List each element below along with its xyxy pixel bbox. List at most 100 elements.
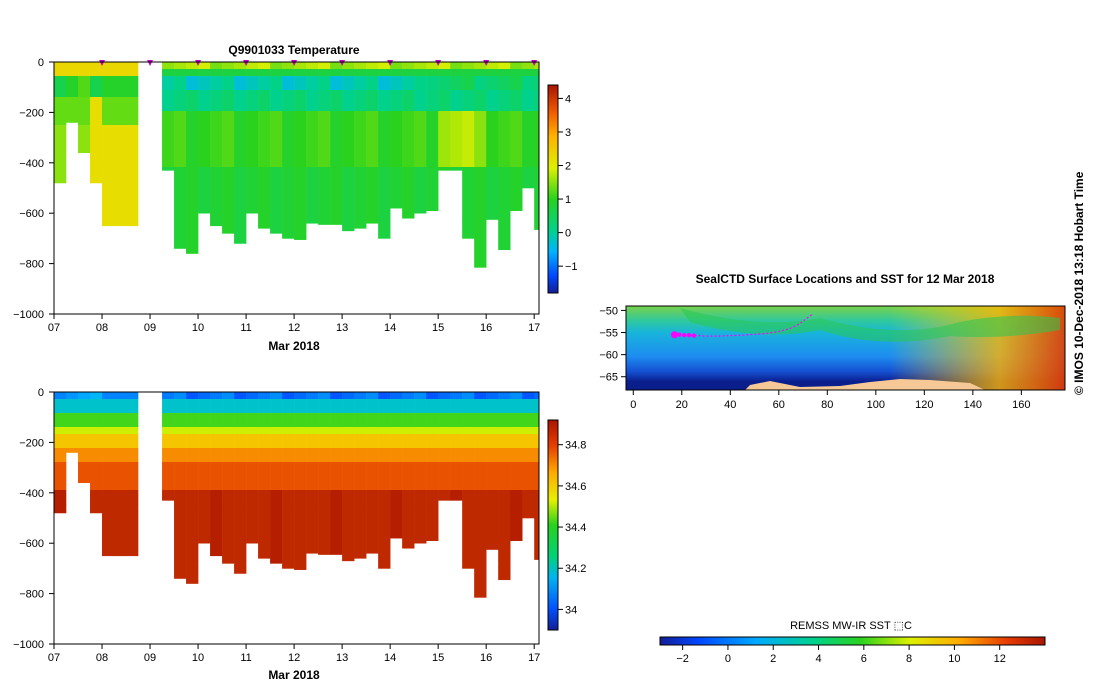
heatmap-cell [378, 546, 391, 554]
heatmap-cell [90, 104, 103, 112]
heatmap-cell [78, 434, 91, 442]
heatmap-cell [486, 490, 499, 498]
heatmap-cell [234, 139, 247, 147]
heatmap-cell [198, 406, 211, 414]
heatmap-cell [234, 434, 247, 442]
heatmap-cell [486, 167, 499, 175]
heatmap-cell [522, 139, 535, 147]
heatmap-cell [306, 532, 319, 540]
heatmap-cell [270, 174, 283, 182]
heatmap-cell [414, 188, 427, 196]
y-tick-label: −200 [19, 437, 44, 449]
x-tick-label: 16 [480, 652, 492, 664]
heatmap-cell [330, 104, 343, 112]
map-y-tick-label: −60 [599, 350, 618, 362]
heatmap-cell [414, 392, 427, 400]
heatmap-cell [78, 427, 91, 435]
heatmap-cell [234, 448, 247, 456]
heatmap-cell [510, 139, 523, 147]
heatmap-cell [318, 181, 331, 189]
heatmap-cell [474, 567, 487, 575]
heatmap-cell [390, 462, 403, 470]
heatmap-cell [222, 125, 235, 133]
x-tick-label: 14 [384, 322, 396, 334]
heatmap-cell [234, 483, 247, 491]
heatmap-cell [90, 174, 103, 182]
heatmap-cell [102, 125, 139, 133]
heatmap-cell [258, 462, 271, 470]
heatmap-cell [402, 153, 415, 161]
heatmap-cell [342, 146, 355, 154]
heatmap-cell [282, 76, 295, 84]
heatmap-cell [186, 448, 199, 456]
heatmap-cell [390, 76, 403, 84]
heatmap-cell [234, 497, 247, 505]
heatmap-cell [78, 132, 91, 140]
heatmap-cell [294, 497, 307, 505]
heatmap-cell [462, 195, 475, 203]
heatmap-cell [78, 90, 91, 98]
heatmap-cell [462, 153, 475, 161]
heatmap-cell [534, 104, 540, 112]
heatmap-cell [54, 62, 67, 70]
heatmap-cell [186, 118, 199, 126]
heatmap-cell [330, 209, 343, 217]
heatmap-cell [402, 104, 415, 112]
heatmap-cell [174, 567, 187, 575]
heatmap-cell [474, 160, 487, 168]
heatmap-cell [330, 490, 343, 498]
heatmap-cell [414, 525, 427, 533]
heatmap-cell [522, 160, 535, 168]
heatmap-cell [210, 132, 223, 140]
heatmap-cell [90, 434, 103, 442]
heatmap-cell [354, 146, 367, 154]
heatmap-cell [162, 420, 175, 428]
heatmap-cell [174, 153, 187, 161]
heatmap-cell [354, 90, 367, 98]
heatmap-cell [342, 553, 355, 561]
heatmap-cell [498, 188, 511, 196]
heatmap-cell [198, 153, 211, 161]
heatmap-cell [222, 104, 235, 112]
heatmap-cell [462, 216, 475, 224]
heatmap-cell [306, 497, 319, 505]
heatmap-cell [198, 511, 211, 519]
heatmap-cell [426, 125, 439, 133]
heatmap-cell [234, 216, 247, 224]
heatmap-cell [246, 420, 259, 428]
heatmap-cell [78, 139, 91, 147]
heatmap-cell [198, 76, 211, 84]
heatmap-cell [486, 539, 499, 547]
heatmap-cell [246, 153, 259, 161]
heatmap-cell [450, 111, 463, 119]
heatmap-cell [486, 420, 499, 428]
heatmap-cell [450, 125, 463, 133]
heatmap-cell [390, 490, 403, 498]
heatmap-cell [390, 195, 403, 203]
heatmap-cell [462, 434, 475, 442]
heatmap-cell [306, 406, 319, 414]
heatmap-cell [378, 455, 391, 463]
heatmap-cell [462, 83, 475, 91]
map-x-tick-label: 0 [630, 399, 636, 411]
heatmap-cell [282, 118, 295, 126]
heatmap-cell [426, 104, 439, 112]
heatmap-cell [534, 111, 540, 119]
heatmap-cell [258, 455, 271, 463]
heatmap-cell [402, 497, 415, 505]
heatmap-cell [522, 399, 535, 407]
heatmap-cell [246, 146, 259, 154]
heatmap-cell [294, 188, 307, 196]
salinity-axes: 07 08 09 10 11 12 13 14 15 16 170−200−400−600−800−… [13, 387, 540, 664]
heatmap-cell [438, 392, 451, 400]
salinity-panel: 07 08 09 10 11 12 13 14 15 16 170−200−400−600−800−… [13, 387, 586, 682]
heatmap-cell [186, 125, 199, 133]
heatmap-cell [510, 476, 523, 484]
heatmap-cell [306, 69, 319, 77]
heatmap-cell [510, 167, 523, 175]
map-x-tick-label: 20 [676, 399, 688, 411]
heatmap-cell [438, 420, 451, 428]
heatmap-cell [174, 167, 187, 175]
heatmap-cell [402, 90, 415, 98]
heatmap-cell [498, 167, 511, 175]
